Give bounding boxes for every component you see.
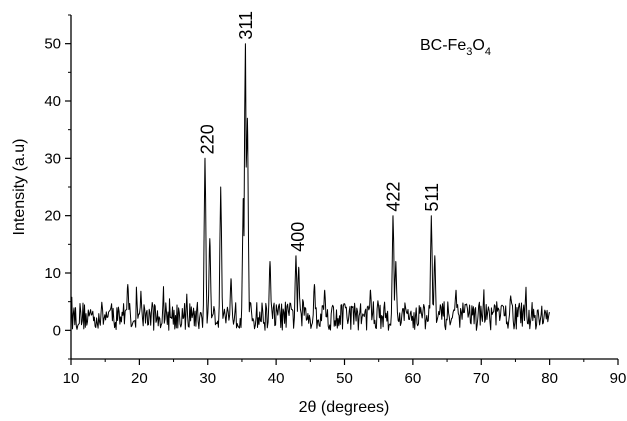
x-tick-label: 30 <box>199 370 216 387</box>
x-tick-label: 10 <box>63 370 80 387</box>
xrd-pattern-line <box>70 43 550 331</box>
sample-label-sub2: 4 <box>485 46 491 58</box>
sample-label-prefix: BC-Fe <box>420 37 466 54</box>
peak-label: 400 <box>288 222 308 252</box>
peak-label: 311 <box>236 11 256 40</box>
x-tick-label: 80 <box>541 370 558 387</box>
x-tick-label: 40 <box>268 370 285 387</box>
peak-label: 511 <box>422 183 442 212</box>
sample-label-mid: O <box>472 37 484 54</box>
x-tick-label: 60 <box>405 370 422 387</box>
peak-labels: 220 311 400 422 511 <box>198 11 442 252</box>
y-tick-label: 50 <box>44 36 61 53</box>
x-axis-title: 2θ (degrees) <box>299 399 390 416</box>
x-tick-label: 90 <box>610 370 627 387</box>
x-tick-label: 50 <box>336 370 353 387</box>
y-tick-label: 10 <box>44 265 61 282</box>
peak-label: 220 <box>198 124 218 154</box>
x-tick-label: 70 <box>473 370 490 387</box>
y-tick-label: 0 <box>53 322 61 339</box>
y-tick-label: 20 <box>44 208 61 225</box>
y-tick-label: 30 <box>44 150 61 167</box>
y-tick-label: 40 <box>44 93 61 110</box>
y-axis-title: Intensity (a.u) <box>11 139 28 236</box>
x-axis-ticks: 10 20 30 40 50 60 70 80 90 <box>63 359 627 387</box>
sample-label-sub1: 3 <box>466 46 472 58</box>
sample-label: BC-Fe3O4 <box>420 37 491 58</box>
x-tick-label: 20 <box>131 370 148 387</box>
y-axis-ticks: 0 10 20 30 40 50 <box>44 14 71 360</box>
peak-label: 422 <box>384 182 404 212</box>
